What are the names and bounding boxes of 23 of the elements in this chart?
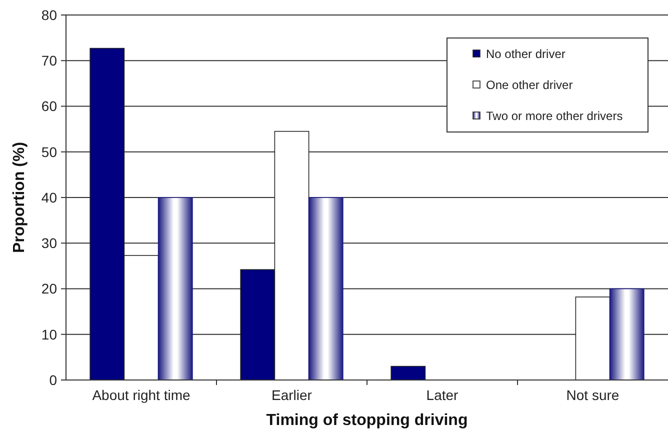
x-tick-label: Not sure <box>566 387 620 403</box>
bar <box>575 296 610 380</box>
x-tick-label: Earlier <box>272 387 312 403</box>
legend-label: One other driver <box>486 78 573 92</box>
y-tick-label: 30 <box>41 235 58 252</box>
y-tick-label: 70 <box>41 52 58 69</box>
legend-label: No other driver <box>486 47 566 62</box>
x-tick-label: Later <box>426 387 459 403</box>
y-tick-label: 0 <box>49 372 58 388</box>
y-tick-label: 60 <box>41 98 58 114</box>
x-tick-label: About right time <box>92 387 190 403</box>
y-tick-label: 50 <box>41 144 58 160</box>
y-axis-title: Proportion (%) <box>11 142 28 254</box>
bar <box>609 288 644 380</box>
y-tick-label: 20 <box>41 280 58 297</box>
y-tick-label: 10 <box>41 326 58 342</box>
y-tick-label: 40 <box>41 189 58 206</box>
legend-label: Two or more other drivers <box>486 109 623 124</box>
bar <box>158 197 193 380</box>
bar <box>308 197 344 380</box>
x-axis-title: Timing of stopping driving <box>266 412 468 429</box>
bar <box>390 366 426 380</box>
y-tick-label: 80 <box>41 6 58 23</box>
